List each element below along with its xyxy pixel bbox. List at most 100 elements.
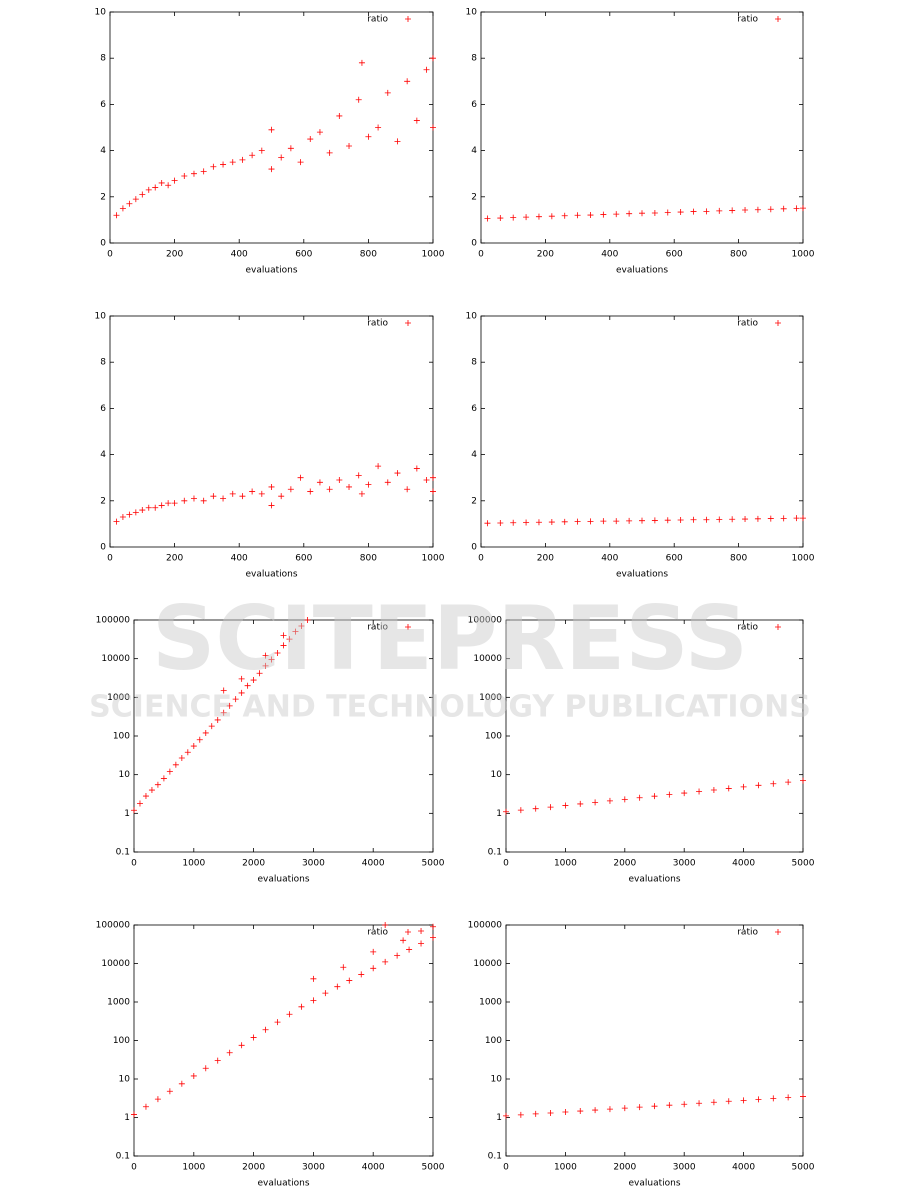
data-point [800,205,806,212]
x-tick-label: 0 [503,859,509,869]
data-point [268,126,275,133]
data-point [334,983,341,990]
x-tick-label: 0 [107,554,113,564]
data-point [307,136,314,143]
data-point [262,1026,269,1033]
data-point [316,129,323,136]
data-point [510,214,517,221]
data-point [132,509,139,516]
data-point [181,497,188,504]
x-axis-label: evaluations [245,266,297,276]
y-tick-label: 100 [485,732,502,742]
x-tick-label: 0 [478,250,484,260]
y-tick-label: 6 [100,100,106,110]
data-point [535,519,542,526]
data-point [770,780,777,787]
data-point [297,474,304,481]
chart-panel: 0 2 4 6 8 10 0 200 400 600 800 1000 evaluations ratio [466,8,815,276]
data-point [562,1108,569,1115]
data-point [626,210,633,217]
data-point [172,761,179,768]
data-point [322,990,329,997]
data-point [200,497,207,504]
data-point [375,463,382,470]
data-point [307,488,314,495]
x-tick-label: 200 [537,554,554,564]
data-point [262,662,269,669]
y-tick-label: 8 [471,54,477,64]
data-point [710,1099,717,1106]
data-point [639,517,645,524]
data-point [258,147,265,154]
data-point [725,785,732,792]
x-tick-label: 200 [166,554,183,564]
data-point [621,1105,628,1112]
data-point [523,519,530,526]
data-point [755,782,762,789]
data-point [587,212,594,219]
x-tick-label: 5000 [792,859,815,869]
y-tick-label: 10 [491,1075,503,1085]
x-tick-label: 0 [503,1163,509,1173]
data-point [574,518,581,525]
y-tick-label: 1 [124,1113,130,1123]
data-point [268,656,275,663]
x-tick-label: 3000 [673,1163,696,1173]
x-axis-label: evaluations [257,875,309,885]
data-point [287,486,294,493]
data-point [226,1049,233,1056]
y-tick-label: 0 [100,239,106,249]
data-point [613,518,620,525]
data-point [229,159,236,166]
data-point [214,1057,221,1064]
data-point [268,166,275,173]
data-point [249,488,256,495]
data-point [244,682,251,689]
legend-marker [775,16,781,22]
data-point [418,940,425,947]
legend-label: ratio [737,928,758,938]
data-point [418,927,425,934]
x-tick-label: 5000 [422,859,445,869]
y-tick-label: 4 [100,450,106,460]
data-point [600,211,607,218]
data-point [548,213,555,220]
y-tick-label: 100000 [468,921,503,931]
data-point [423,66,430,73]
data-point [358,59,365,66]
data-point [754,206,761,213]
data-point [365,481,372,488]
legend-marker [775,929,781,935]
y-tick-label: 100000 [468,616,503,626]
data-point [503,808,509,815]
data-point [131,807,137,814]
data-point [346,142,353,149]
y-tick-label: 1 [496,1113,502,1123]
data-point [523,214,530,221]
data-point [262,652,269,659]
x-tick-label: 3000 [302,859,325,869]
chart-panel: 0 2 4 6 8 10 0 200 400 600 800 1000 evaluations ratio [95,8,445,276]
y-tick-label: 10000 [473,959,502,969]
y-tick-label: 0 [471,543,477,553]
data-point [696,788,703,795]
data-point [651,793,658,800]
data-point [232,696,239,703]
x-tick-label: 1000 [792,554,815,564]
data-point [200,168,207,175]
y-tick-label: 10000 [101,959,130,969]
data-point [178,754,185,761]
y-tick-label: 10 [95,312,107,322]
data-point [165,500,172,507]
data-point [226,702,233,709]
data-point [358,490,365,497]
data-point [310,997,317,1004]
data-point [716,207,723,214]
legend-label: ratio [367,15,388,25]
data-point [256,670,263,677]
data-point [142,1103,149,1110]
data-point [132,196,139,203]
